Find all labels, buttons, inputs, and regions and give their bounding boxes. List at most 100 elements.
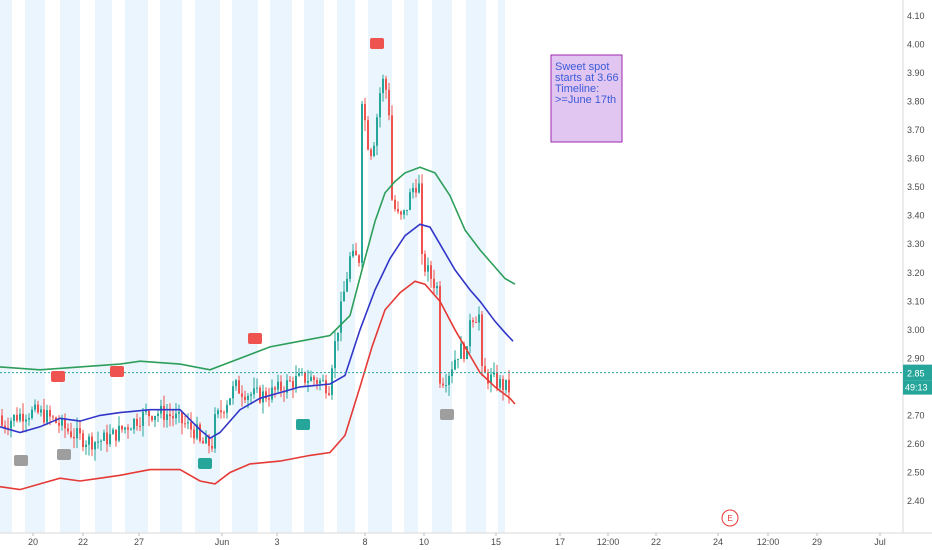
candle-body xyxy=(241,393,243,397)
candle-body xyxy=(367,120,369,150)
candle-body xyxy=(349,256,351,279)
candle-body xyxy=(289,380,291,382)
candle-body xyxy=(145,410,147,412)
signal-marker xyxy=(248,333,262,344)
candle-body xyxy=(34,404,36,410)
price-tick-label: 3.30 xyxy=(907,239,925,249)
session-shade xyxy=(337,0,355,533)
candle-body xyxy=(52,416,54,418)
candle-body xyxy=(19,413,21,421)
candle-body xyxy=(88,436,90,445)
price-tick-label: 3.50 xyxy=(907,182,925,192)
price-tick-label: 3.40 xyxy=(907,211,925,221)
candle-body xyxy=(136,418,138,426)
candle-body xyxy=(100,440,102,442)
candle-body xyxy=(214,414,216,449)
time-tick-label: 24 xyxy=(713,537,723,547)
price-tick-label: 3.00 xyxy=(907,325,925,335)
candle-body xyxy=(109,434,111,445)
candle-body xyxy=(223,412,225,414)
candle-body xyxy=(394,199,396,210)
candle-body xyxy=(256,387,258,389)
candle-body xyxy=(175,413,177,419)
candle-body xyxy=(217,410,219,415)
candle-body xyxy=(64,418,66,429)
candle-body xyxy=(274,387,276,390)
candle-body xyxy=(82,433,84,448)
candle-body xyxy=(313,376,315,381)
candle-body xyxy=(43,409,45,423)
candle-body xyxy=(193,429,195,439)
candle-body xyxy=(190,422,192,430)
candle-body xyxy=(295,375,297,388)
countdown-label: 49:13 xyxy=(905,383,928,393)
candle-body xyxy=(505,379,507,391)
candle-body xyxy=(40,409,42,413)
candle-body xyxy=(235,380,237,387)
candle-body xyxy=(199,424,201,441)
time-tick-label: 22 xyxy=(651,537,661,547)
candle-body xyxy=(238,380,240,394)
candle-body xyxy=(400,211,402,215)
candle-body xyxy=(37,404,39,413)
session-shade xyxy=(232,0,258,533)
candle-body xyxy=(28,417,30,420)
candle-body xyxy=(496,372,498,388)
time-tick-label: 15 xyxy=(491,537,501,547)
candle-body xyxy=(97,441,99,443)
candle-body xyxy=(298,373,300,376)
candle-body xyxy=(202,440,204,444)
time-tick-label: 10 xyxy=(419,537,429,547)
time-tick-label: 29 xyxy=(812,537,822,547)
candle-body xyxy=(442,383,444,386)
candle-body xyxy=(79,428,81,434)
candle-body xyxy=(22,413,24,422)
candle-body xyxy=(103,432,105,441)
candle-body xyxy=(445,385,447,387)
candle-body xyxy=(352,250,354,257)
candle-body xyxy=(280,381,282,391)
candle-body xyxy=(58,422,60,426)
time-tick-label: 22 xyxy=(78,537,88,547)
lower-band-line xyxy=(0,280,516,491)
signal-marker xyxy=(57,449,71,460)
price-tick-label: 3.60 xyxy=(907,154,925,164)
candle-body xyxy=(229,398,231,405)
price-tick-label: 4.10 xyxy=(907,11,925,21)
time-tick-label: 12:00 xyxy=(597,537,620,547)
candle-body xyxy=(376,117,378,146)
session-shade xyxy=(125,0,148,533)
candle-body xyxy=(379,93,381,118)
countdown-badge xyxy=(903,380,932,395)
price-tick-label: 3.70 xyxy=(907,125,925,135)
candle-body xyxy=(424,253,426,272)
candle-body xyxy=(181,411,183,424)
candle-body xyxy=(205,436,207,444)
session-shade xyxy=(25,0,45,533)
candle-body xyxy=(454,359,456,370)
candle-body xyxy=(436,286,438,289)
candle-body xyxy=(61,418,63,426)
session-shade xyxy=(368,0,392,533)
candle-body xyxy=(475,322,477,324)
candle-body xyxy=(508,379,510,393)
session-shade xyxy=(60,0,80,533)
candle-body xyxy=(343,291,345,302)
last-price-badge xyxy=(903,364,932,381)
session-shade xyxy=(304,0,324,533)
time-tick-label: Jul xyxy=(874,537,886,547)
candle-body xyxy=(106,432,108,445)
candle-body xyxy=(4,425,6,428)
candle-body xyxy=(172,416,174,419)
price-tick-label: 2.70 xyxy=(907,410,925,420)
time-tick-label: Jun xyxy=(215,537,230,547)
candle-body xyxy=(271,387,273,400)
candle-body xyxy=(310,376,312,382)
session-shade xyxy=(270,0,292,533)
candle-body xyxy=(232,386,234,399)
candle-body xyxy=(268,398,270,400)
upper-band-line xyxy=(0,166,516,371)
candle-body xyxy=(49,410,51,417)
